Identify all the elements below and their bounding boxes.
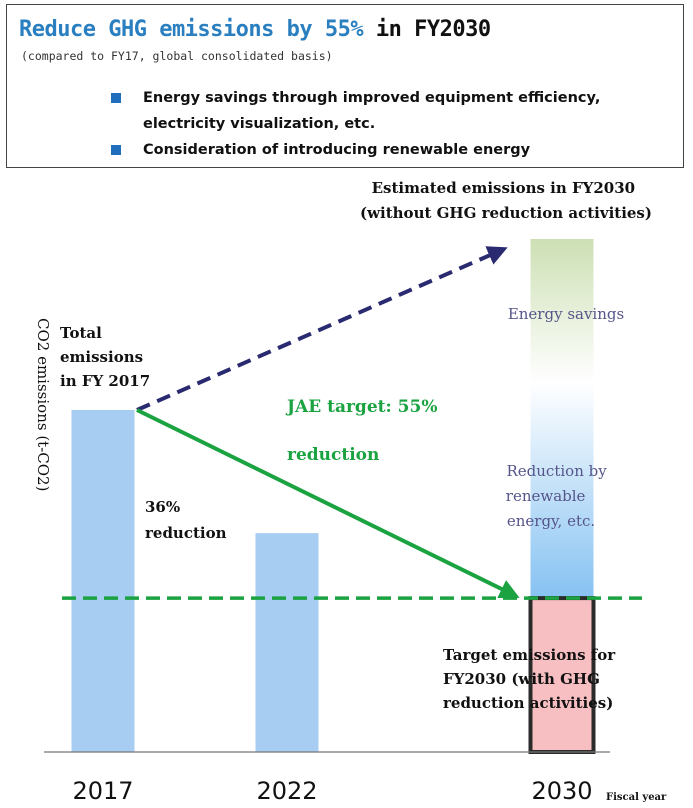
annotation-line: Target emissions for (443, 646, 616, 664)
goal-banner: Reduce GHG emissions by 55% in FY2030 (c… (6, 4, 684, 168)
annotation-estimated: Estimated emissions in FY2030 (without G… (360, 179, 652, 222)
y-axis-label: CO2 emissions (t-CO2) (34, 318, 52, 491)
bar-2022 (255, 533, 319, 752)
measure-list: Energy savings through improved equipmen… (111, 85, 671, 163)
bullet-text-continued: electricity visualization, etc. (143, 116, 376, 132)
annotation-36pct: 36% reduction (145, 498, 227, 542)
list-item: Energy savings through improved equipmen… (111, 85, 671, 137)
target-trend-arrow (136, 408, 520, 599)
bullet-text: Consideration of introducing renewable e… (143, 142, 531, 158)
annotation-line: JAE target: 55% (285, 397, 438, 417)
x-tick-label: 2017 (72, 777, 133, 805)
annotation-line: 36% (145, 498, 180, 516)
x-tick-label: 2030 (531, 777, 592, 805)
annotation-jae-target: JAE target: 55% reduction (285, 397, 443, 465)
subtitle: (compared to FY17, global consolidated b… (21, 49, 333, 63)
annotation-line: (without GHG reduction activities) (360, 204, 652, 222)
emissions-chart: CO2 emissions (t-CO2) 2017 2022 2030 Total… (34, 179, 667, 805)
annotation-energy-savings: Energy savings (508, 305, 624, 323)
estimated-trend-arrow (136, 246, 508, 412)
annotation-line: Reduction by (507, 462, 608, 480)
x-axis-label: Fiscal year (606, 792, 667, 803)
annotation-line: reduction activities) (443, 694, 613, 712)
annotation-line: Estimated emissions in FY2030 (372, 179, 636, 197)
annotation-renewable: Reduction by renewable energy, etc. (506, 462, 612, 530)
square-bullet-icon (111, 93, 121, 103)
page-title: Reduce GHG emissions by 55% in FY2030 (19, 17, 491, 42)
annotation-line: emissions (60, 348, 143, 366)
bar-2030-reduction-gradient (530, 239, 594, 599)
annotation-line: renewable (506, 487, 586, 505)
square-bullet-icon (111, 145, 121, 155)
headline-blue: Reduce GHG emissions by 55% (19, 17, 364, 42)
list-item: Consideration of introducing renewable e… (111, 137, 671, 163)
annotation-total-2017: Total emissions in FY 2017 (60, 324, 150, 390)
annotation-line: reduction (287, 445, 379, 465)
annotation-target-emissions: Target emissions for FY2030 (with GHG re… (443, 646, 620, 712)
annotation-line: energy, etc. (507, 512, 595, 530)
bar-2017 (71, 410, 135, 752)
headline-dark: in FY2030 (375, 17, 491, 42)
annotation-line: FY2030 (with GHG (443, 670, 600, 688)
annotation-line: in FY 2017 (60, 372, 150, 390)
annotation-line: Total (60, 324, 102, 342)
x-tick-label: 2022 (256, 777, 317, 805)
annotation-line: reduction (145, 524, 227, 542)
bullet-text: Energy savings through improved equipmen… (143, 90, 601, 106)
